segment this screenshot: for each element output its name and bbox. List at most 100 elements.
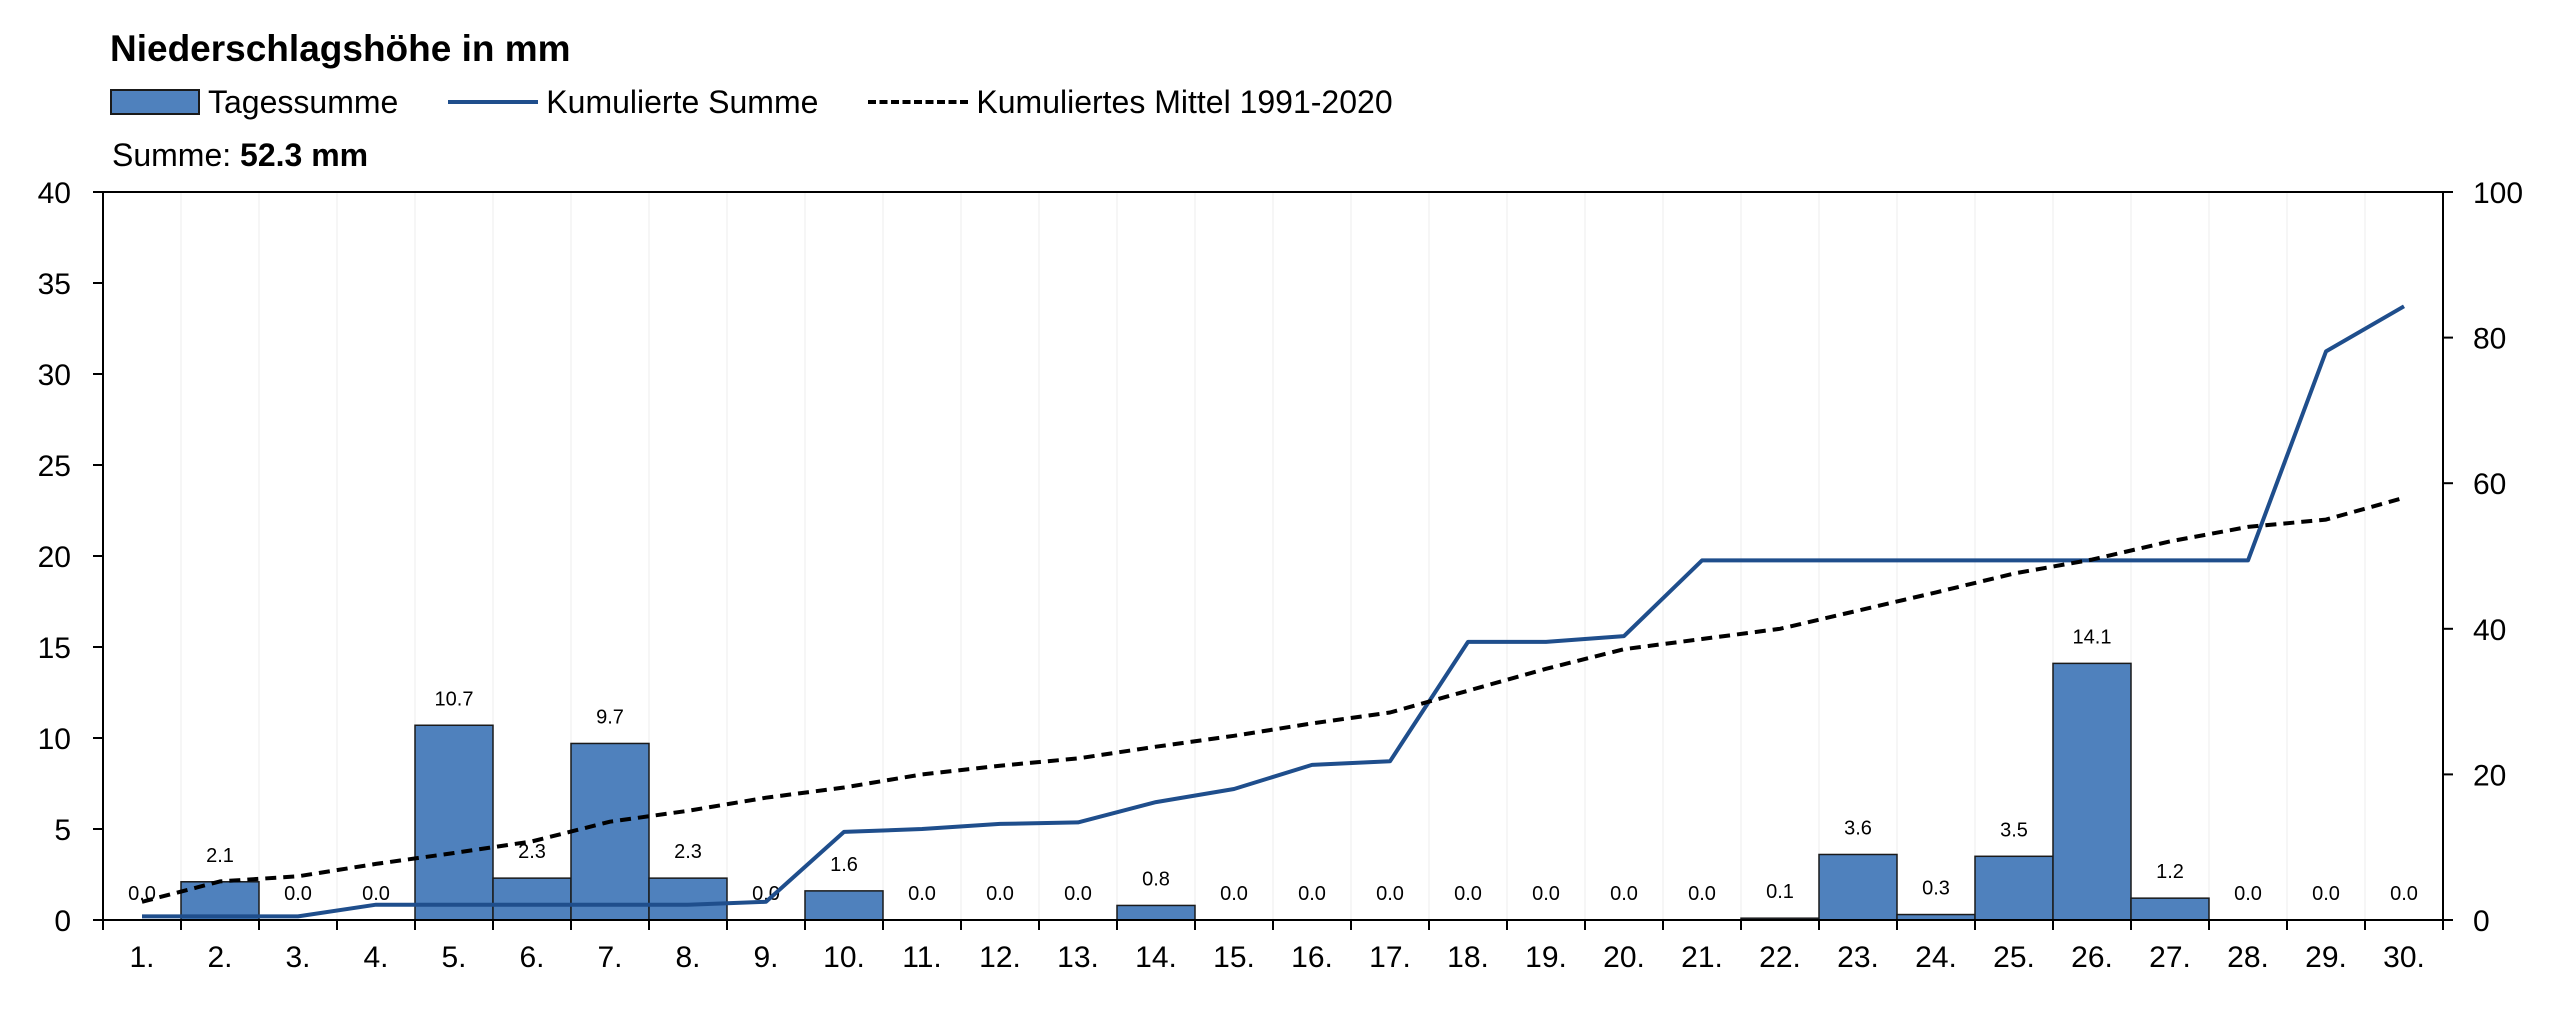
bar-data-label: 0.0	[2234, 883, 2262, 905]
x-tick-label: 27.	[2149, 941, 2191, 974]
bar-data-label: 0.0	[1064, 883, 1092, 905]
bar-data-label: 10.7	[435, 688, 474, 710]
legend-label-kumuliertes-mittel: Kumuliertes Mittel 1991-2020	[976, 83, 1393, 120]
bar-data-label: 3.6	[1844, 817, 1872, 839]
x-tick-label: 22.	[1759, 941, 1801, 974]
bar-5	[414, 724, 494, 921]
y-tick-label-right: 80	[2473, 323, 2506, 356]
y-tick-label-left: 10	[38, 723, 71, 756]
bar-data-label: 0.0	[1220, 883, 1248, 905]
bar-data-label: 0.0	[362, 883, 390, 905]
y-tick-label-left: 35	[38, 268, 71, 301]
bar-27	[2130, 897, 2210, 921]
y-tick-label-right: 20	[2473, 759, 2506, 792]
y-tick-label-left: 5	[54, 814, 71, 847]
x-tick-label: 15.	[1213, 941, 1255, 974]
x-tick-label: 21.	[1681, 941, 1723, 974]
y-tick-label-left: 20	[38, 541, 71, 574]
bar-data-label: 0.0	[752, 883, 780, 905]
bar-8	[648, 877, 728, 921]
bar-data-label: 0.0	[1688, 883, 1716, 905]
y-tick-label-left: 40	[38, 177, 71, 210]
x-tick-label: 18.	[1447, 941, 1489, 974]
bar-data-label: 2.3	[674, 841, 702, 863]
legend-bar-swatch	[110, 89, 200, 115]
cumulative-sum-line	[142, 304, 2406, 919]
x-tick-label: 10.	[823, 941, 865, 974]
chart-legend: Tagessumme Kumulierte Summe Kumuliertes …	[110, 82, 1443, 122]
x-tick-label: 14.	[1135, 941, 1177, 974]
legend-dash-swatch	[868, 100, 969, 104]
bar-data-label: 0.0	[1610, 883, 1638, 905]
x-tick-label: 24.	[1915, 941, 1957, 974]
bar-14	[1116, 904, 1196, 921]
bar-data-label: 0.1	[1766, 881, 1794, 903]
bar-data-label: 0.0	[1298, 883, 1326, 905]
bar-data-label: 2.1	[206, 845, 234, 867]
bar-data-label: 0.0	[1376, 883, 1404, 905]
bar-26	[2052, 662, 2132, 921]
bar-data-label: 1.2	[2156, 861, 2184, 883]
bar-data-label: 3.5	[2000, 819, 2028, 841]
x-tick-label: 19.	[1525, 941, 1567, 974]
bar-data-label: 0.8	[1142, 868, 1170, 890]
x-tick-label: 11.	[902, 941, 941, 974]
legend-item-kumulierte-summe: Kumulierte Summe	[448, 84, 818, 121]
y-tick-label-right: 60	[2473, 468, 2506, 501]
x-tick-label: 2.	[207, 941, 232, 974]
bar-25	[1974, 855, 2054, 921]
x-tick-label: 8.	[675, 941, 700, 974]
x-tick-label: 1.	[129, 941, 154, 974]
bar-10	[804, 890, 884, 921]
y-tick-label-left: 15	[38, 632, 71, 665]
y-tick-label-left: 0	[54, 905, 71, 938]
x-tick-label: 6.	[519, 941, 544, 974]
x-tick-label: 25.	[1993, 941, 2035, 974]
legend-line-swatch	[448, 100, 539, 104]
x-tick-label: 29.	[2305, 941, 2347, 974]
legend-label-kumulierte-summe: Kumulierte Summe	[546, 83, 819, 120]
bar-data-label: 1.6	[830, 854, 858, 876]
bar-23	[1818, 853, 1898, 921]
x-tick-label: 17.	[1369, 941, 1411, 974]
y-tick-label-left: 30	[38, 359, 71, 392]
x-tick-label: 23.	[1837, 941, 1879, 974]
bar-data-label: 0.0	[1532, 883, 1560, 905]
bar-data-label: 0.0	[1454, 883, 1482, 905]
x-tick-label: 9.	[753, 941, 778, 974]
y-tick-label-right: 0	[2473, 905, 2490, 938]
summary-value: 52.3 mm	[240, 137, 369, 173]
bar-data-label: 0.0	[2390, 883, 2418, 905]
bar-data-label: 0.0	[2312, 883, 2340, 905]
x-tick-label: 3.	[285, 941, 310, 974]
bar-data-label: 14.1	[2073, 626, 2112, 648]
bar-data-label: 0.0	[908, 883, 936, 905]
y-tick-label-right: 100	[2473, 177, 2523, 210]
x-tick-label: 5.	[441, 941, 466, 974]
y-tick-label-right: 40	[2473, 614, 2506, 647]
chart-title: Niederschlagshöhe in mm	[110, 28, 571, 69]
bar-data-label: 9.7	[596, 706, 624, 728]
summary-label: Summe:	[112, 137, 232, 173]
y-tick-label-left: 25	[38, 450, 71, 483]
x-tick-label: 26.	[2071, 941, 2113, 974]
legend-label-tagessumme: Tagessumme	[208, 83, 399, 120]
bar-2	[180, 881, 260, 921]
x-tick-label: 4.	[363, 941, 388, 974]
legend-item-tagessumme: Tagessumme	[110, 84, 398, 121]
cumulative-mean-line	[141, 495, 2405, 904]
bar-data-label: 0.0	[986, 883, 1014, 905]
x-tick-label: 7.	[597, 941, 622, 974]
bar-6	[492, 877, 572, 921]
x-tick-label: 20.	[1603, 941, 1645, 974]
x-tick-label: 13.	[1057, 941, 1099, 974]
bar-data-label: 2.3	[518, 841, 546, 863]
x-tick-label: 16.	[1291, 941, 1333, 974]
summary: Summe: 52.3 mm	[112, 137, 368, 174]
x-tick-label: 12.	[979, 941, 1021, 974]
bar-data-label: 0.3	[1922, 878, 1950, 900]
bar-data-label: 0.0	[284, 883, 312, 905]
x-tick-label: 30.	[2383, 941, 2425, 974]
legend-item-kumuliertes-mittel: Kumuliertes Mittel 1991-2020	[868, 83, 1393, 121]
